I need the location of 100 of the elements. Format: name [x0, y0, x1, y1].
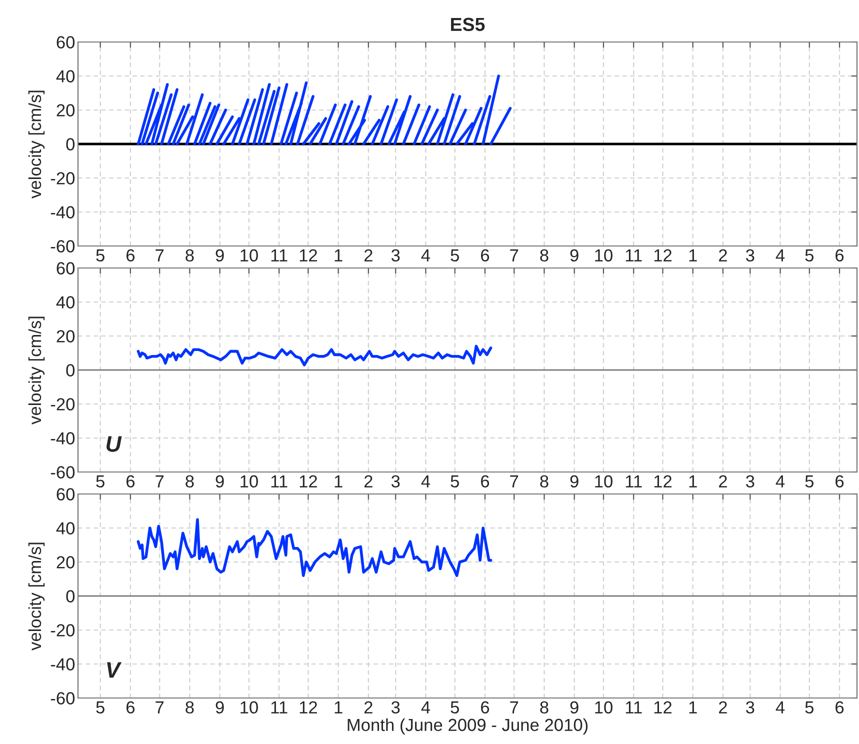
x-tick-label: 1 [334, 475, 342, 488]
x-tick-label: 6 [126, 249, 135, 262]
x-axis-title: Month (June 2009 - June 2010) [348, 718, 588, 735]
x-tick-label: 7 [510, 701, 518, 714]
x-tick-label: 1 [334, 249, 342, 262]
y-tick-label: -40 [50, 206, 75, 218]
x-tick-label: 4 [776, 475, 785, 488]
x-tick-label: 11 [626, 701, 642, 714]
x-tick-label: 12 [300, 475, 317, 488]
x-tick-label: 11 [626, 249, 642, 262]
x-tick-label: 11 [271, 249, 288, 262]
y-tick-label: 60 [56, 488, 75, 500]
x-tick-label: 2 [719, 475, 727, 488]
y-tick-label: 20 [56, 556, 75, 568]
x-tick-label: 7 [510, 475, 518, 488]
x-tick-label: 3 [391, 475, 400, 488]
x-tick-label: 9 [570, 249, 578, 262]
x-tick-label: 9 [216, 249, 224, 262]
x-tick-label: 8 [540, 475, 548, 488]
x-tick-label: 6 [126, 701, 135, 714]
x-tick-label: 12 [300, 701, 317, 714]
y-axis-title: velocity [cm/s] [28, 90, 45, 198]
y-tick-label: -60 [50, 466, 75, 478]
y-tick-label: 60 [56, 262, 75, 274]
x-tick-label: 2 [719, 701, 727, 714]
x-tick-label: 5 [96, 249, 104, 262]
y-axis-title: velocity [cm/s] [28, 316, 45, 424]
x-tick-label: 1 [334, 701, 342, 714]
x-tick-label: 2 [364, 249, 372, 262]
x-tick-label: 9 [570, 475, 578, 488]
x-tick-label: 5 [450, 475, 459, 488]
x-tick-label: 1 [689, 249, 697, 262]
x-tick-label: 7 [156, 475, 164, 488]
x-tick-label: 8 [186, 249, 194, 262]
y-tick-label: 0 [66, 590, 75, 602]
x-tick-label: 5 [805, 249, 814, 262]
x-tick-label: 4 [421, 475, 430, 488]
x-tick-label: 10 [595, 475, 612, 488]
x-tick-label: 1 [689, 475, 697, 488]
line-series [136, 518, 492, 577]
y-tick-label: -40 [50, 432, 75, 444]
x-tick-label: 4 [421, 701, 430, 714]
y-axis-title: velocity [cm/s] [28, 542, 45, 650]
y-tick-label: 0 [66, 138, 75, 150]
x-tick-label: 11 [626, 475, 642, 488]
x-tick-label: 10 [240, 701, 258, 714]
y-tick-label: 20 [56, 104, 75, 116]
x-tick-label: 8 [540, 701, 548, 714]
y-tick-label: 20 [56, 330, 75, 342]
x-tick-label: 12 [654, 475, 672, 488]
x-tick-label: 8 [186, 475, 194, 488]
chart-title: ES5 [451, 18, 485, 32]
x-tick-label: 3 [746, 475, 754, 488]
x-tick-label: 3 [746, 249, 754, 262]
x-tick-label: 6 [481, 249, 490, 262]
x-tick-label: 10 [595, 249, 612, 262]
x-tick-label: 9 [216, 701, 224, 714]
x-tick-label: 6 [836, 701, 844, 714]
x-tick-label: 3 [391, 249, 400, 262]
x-tick-label: 3 [391, 701, 400, 714]
x-tick-label: 10 [595, 701, 612, 714]
x-tick-label: 5 [805, 701, 814, 714]
x-tick-label: 5 [96, 701, 104, 714]
y-tick-label: -20 [50, 624, 75, 636]
x-tick-label: 2 [364, 475, 372, 488]
y-tick-label: -40 [50, 658, 75, 670]
x-tick-label: 1 [689, 701, 697, 714]
x-tick-label: 9 [570, 701, 578, 714]
annotation: U [106, 436, 122, 452]
x-tick-label: 4 [776, 249, 785, 262]
x-tick-label: 10 [240, 475, 258, 488]
x-tick-label: 5 [450, 701, 459, 714]
y-tick-label: -60 [50, 240, 75, 252]
x-tick-label: 12 [300, 249, 317, 262]
x-tick-label: 12 [654, 701, 672, 714]
x-tick-label: 12 [654, 249, 672, 262]
x-tick-label: 6 [836, 249, 844, 262]
y-tick-label: 40 [56, 70, 75, 82]
x-tick-label: 4 [776, 701, 785, 714]
y-tick-label: 40 [56, 296, 75, 308]
x-tick-label: 11 [271, 475, 288, 488]
x-tick-label: 4 [421, 249, 430, 262]
x-tick-label: 10 [240, 249, 258, 262]
line-series [136, 344, 492, 366]
x-tick-label: 5 [805, 475, 814, 488]
x-tick-label: 6 [481, 701, 490, 714]
y-tick-label: -20 [50, 172, 75, 184]
x-tick-label: 2 [719, 249, 727, 262]
x-tick-label: 9 [216, 475, 224, 488]
y-tick-label: -20 [50, 398, 75, 410]
y-tick-label: 60 [56, 36, 75, 48]
x-tick-label: 8 [186, 701, 194, 714]
y-tick-label: 0 [66, 364, 75, 376]
x-tick-label: 7 [156, 701, 164, 714]
x-tick-label: 5 [96, 475, 104, 488]
x-tick-label: 6 [836, 475, 844, 488]
x-tick-label: 6 [126, 475, 135, 488]
x-tick-label: 5 [450, 249, 459, 262]
x-tick-label: 11 [271, 701, 288, 714]
x-tick-label: 7 [156, 249, 164, 262]
